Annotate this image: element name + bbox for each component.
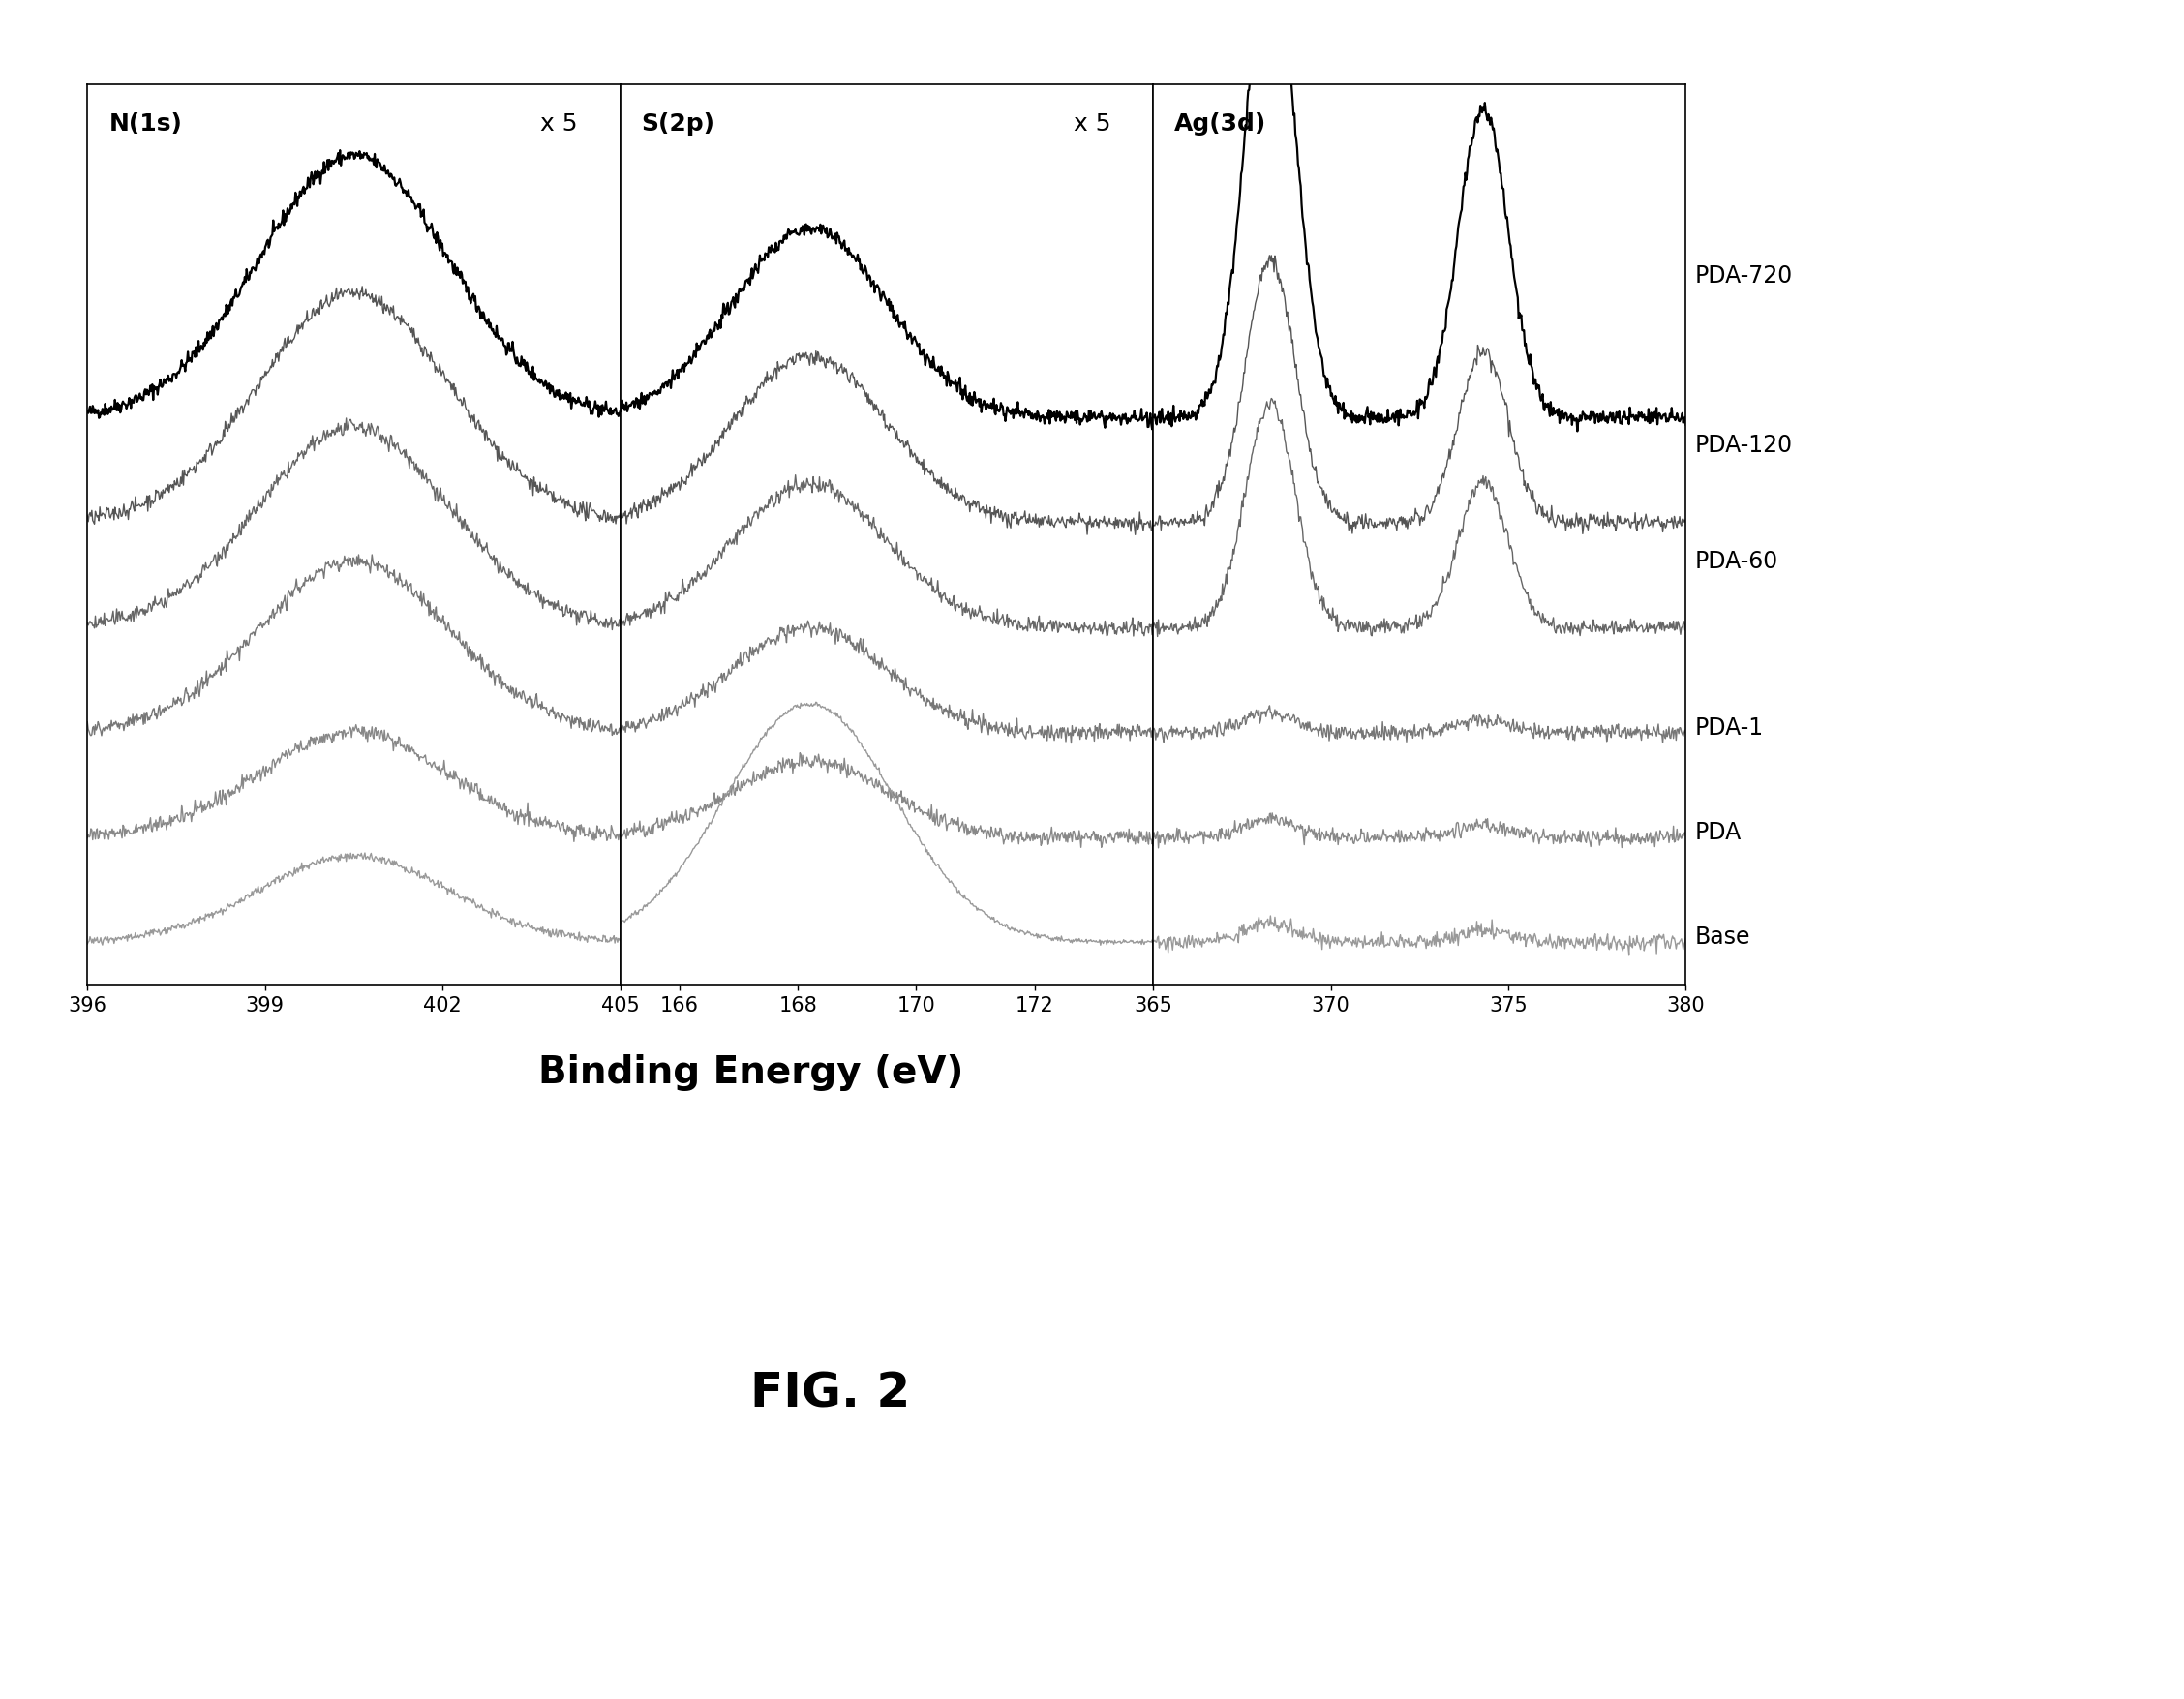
Text: PDA-1: PDA-1 (1695, 715, 1762, 739)
Text: FIG. 2: FIG. 2 (749, 1369, 911, 1417)
Text: PDA-720: PDA-720 (1695, 263, 1793, 287)
Text: x 5: x 5 (1072, 112, 1109, 136)
Text: Base: Base (1695, 926, 1749, 948)
Text: S(2p): S(2p) (642, 112, 714, 136)
Text: Ag(3d): Ag(3d) (1175, 112, 1267, 136)
Text: Binding Energy (eV): Binding Energy (eV) (537, 1053, 963, 1091)
Text: PDA: PDA (1695, 821, 1741, 844)
Text: N(1s): N(1s) (109, 112, 181, 136)
Text: PDA-60: PDA-60 (1695, 549, 1778, 573)
Text: x 5: x 5 (539, 112, 577, 136)
Text: PDA-120: PDA-120 (1695, 433, 1793, 457)
